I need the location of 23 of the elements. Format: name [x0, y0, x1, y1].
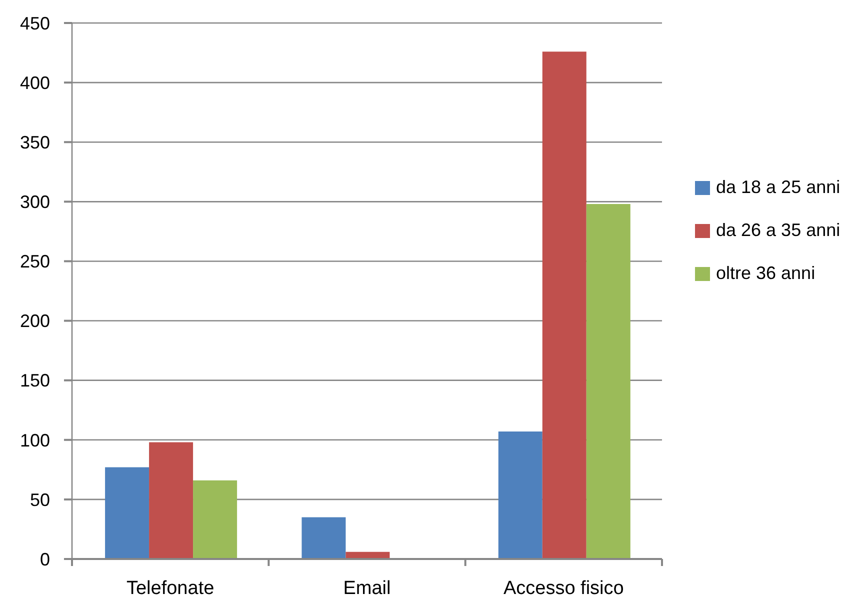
- x-tick-label: Accesso fisico: [503, 578, 624, 599]
- bar: [542, 52, 586, 559]
- y-tick-label: 350: [20, 132, 50, 152]
- legend-label: da 26 a 35 anni: [716, 220, 840, 241]
- y-tick-label: 50: [30, 490, 50, 510]
- x-tick-label: Telefonate: [126, 578, 214, 599]
- bar: [302, 517, 346, 559]
- y-tick-label: 300: [20, 192, 50, 212]
- bar: [105, 467, 150, 559]
- y-tick-label: 400: [20, 72, 50, 93]
- y-tick-label: 0: [40, 549, 50, 570]
- y-tick-label: 250: [20, 252, 50, 272]
- bar: [193, 480, 238, 559]
- y-tick-label: 200: [20, 311, 50, 332]
- bar: [586, 204, 630, 559]
- y-tick-label: 450: [20, 13, 50, 34]
- legend-label: da 18 a 25 anni: [716, 177, 840, 198]
- x-tick-label: Email: [343, 578, 391, 599]
- legend-label: oltre 36 anni: [716, 263, 816, 284]
- bar: [498, 432, 542, 559]
- bar: [149, 442, 194, 559]
- y-tick-label: 100: [20, 430, 50, 450]
- y-tick-label: 150: [20, 370, 50, 391]
